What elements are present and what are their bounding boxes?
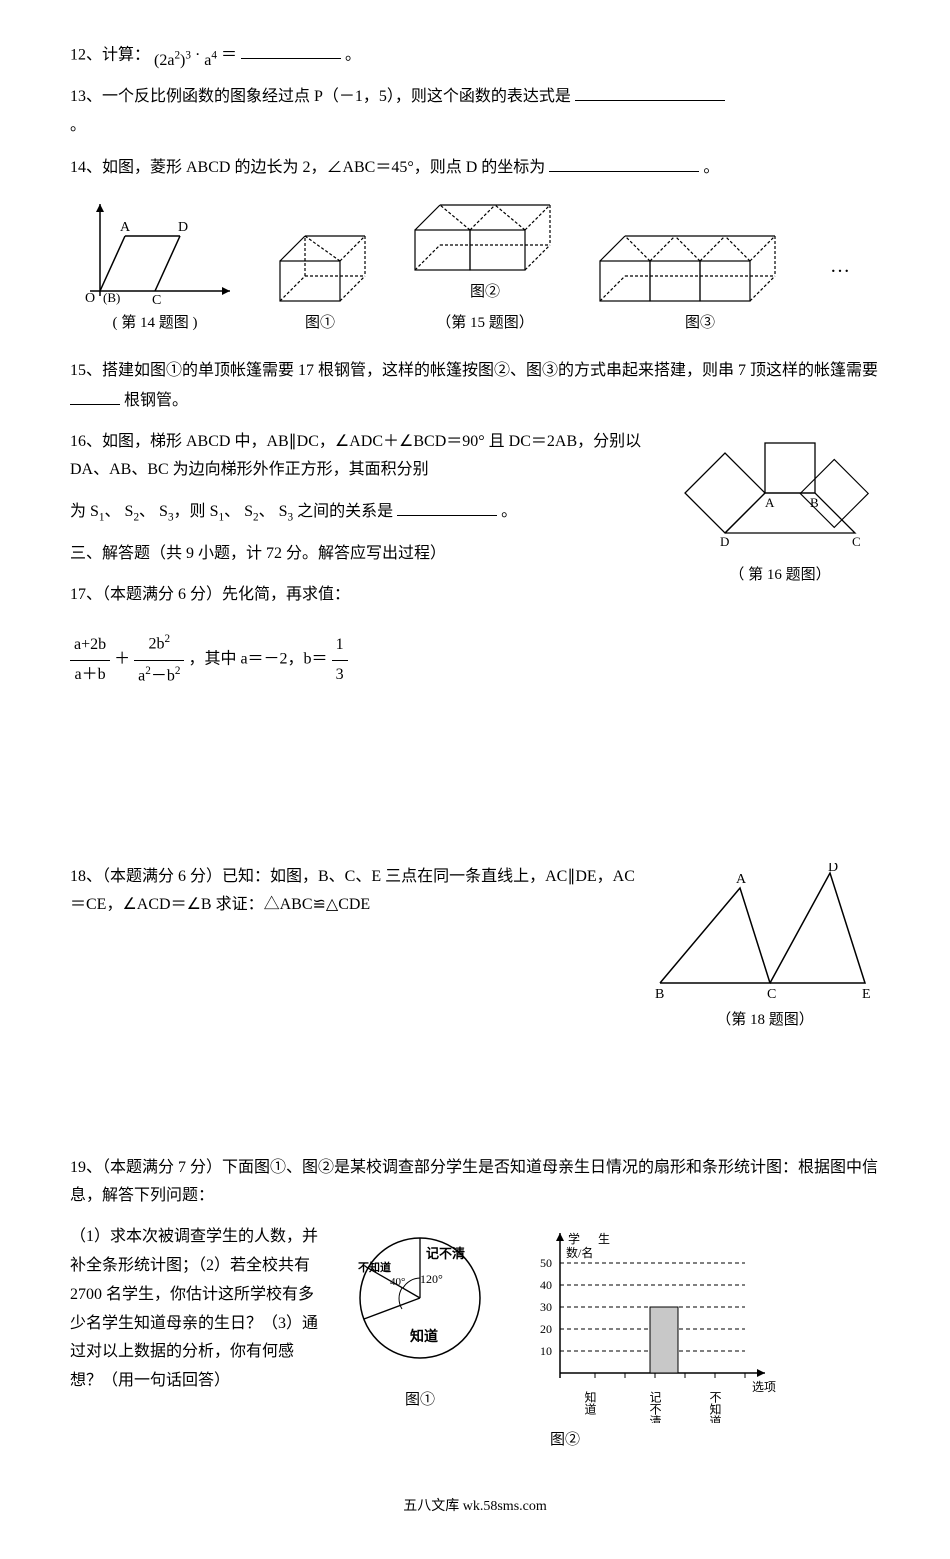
figure-16-caption: （ 第 16 题图） xyxy=(680,562,880,589)
figure-15-tent1: 图① xyxy=(260,226,380,337)
svg-text:不知道: 不知道 xyxy=(708,1391,722,1423)
svg-text:C: C xyxy=(152,293,161,306)
blank-13 xyxy=(575,82,725,101)
svg-text:A: A xyxy=(736,872,747,887)
svg-text:40°: 40° xyxy=(390,1276,405,1288)
svg-text:O: O xyxy=(85,291,95,306)
figures-row-14-15: A D O (B) C ( 第 14 题图 ) 图① xyxy=(70,195,880,337)
blank-14 xyxy=(549,153,699,172)
svg-text:知道: 知道 xyxy=(583,1391,597,1415)
svg-text:生: 生 xyxy=(598,1232,610,1246)
figure-14: A D O (B) C ( 第 14 题图 ) xyxy=(70,196,240,337)
svg-text:知道: 知道 xyxy=(410,1328,438,1345)
svg-text:B: B xyxy=(655,987,664,1002)
problem-15: 15、搭建如图①的单顶帐篷需要 17 根钢管，这样的帐篷按图②、图③的方式串起来… xyxy=(70,357,880,416)
svg-text:20: 20 xyxy=(540,1322,552,1336)
problem-13: 13、一个反比例函数的图象经过点 P（－1，5），则这个函数的表达式是 。 xyxy=(70,82,880,141)
svg-text:C: C xyxy=(852,534,861,549)
svg-text:学: 学 xyxy=(568,1231,580,1246)
figure-19-pie: 记不清 不知道 知道 40° 120° 图① xyxy=(330,1223,510,1414)
problem-16-row: 16、如图，梯形 ABCD 中，AB∥DC，∠ADC＋∠BCD＝90° 且 DC… xyxy=(70,428,880,622)
svg-text:A: A xyxy=(120,220,131,235)
problem-19-body: （1）求本次被调查学生的人数，并补全条形统计图；（2）若全校共有 2700 名学… xyxy=(70,1223,320,1396)
q17-expression: a+2ba＋b ＋ 2b2 a2－b2 ，其中 a＝－2，b＝ 13 xyxy=(70,629,880,690)
svg-text:40: 40 xyxy=(540,1278,552,1292)
problem-12: 12、计算： (2a2)3 · a4 ＝ 。 xyxy=(70,40,880,70)
svg-text:B: B xyxy=(810,495,819,510)
figure-18: A D B C E （第 18 题图） xyxy=(650,863,880,1034)
problem-17: 17、（本题满分 6 分）先化简，再求值： xyxy=(70,581,670,610)
problem-18-row: 18、（本题满分 6 分）已知：如图，B、C、E 三点在同一条直线上，AC∥DE… xyxy=(70,863,880,1034)
figure-14-caption: ( 第 14 题图 ) xyxy=(70,310,240,337)
svg-text:记不清: 记不清 xyxy=(648,1391,662,1423)
page-footer: 五八文库 wk.58sms.com xyxy=(70,1494,880,1519)
svg-text:E: E xyxy=(862,987,871,1002)
figure-15-tent3: 图③ xyxy=(590,226,810,337)
problem-16: 16、如图，梯形 ABCD 中，AB∥DC，∠ADC＋∠BCD＝90° 且 DC… xyxy=(70,428,670,486)
svg-text:数/名: 数/名 xyxy=(566,1245,593,1260)
svg-text:C: C xyxy=(767,987,776,1002)
problem-19-row: （1）求本次被调查学生的人数，并补全条形统计图；（2）若全校共有 2700 名学… xyxy=(70,1223,880,1454)
blank-12 xyxy=(241,40,341,59)
svg-text:D: D xyxy=(178,220,188,235)
svg-text:120°: 120° xyxy=(420,1272,443,1286)
svg-text:D: D xyxy=(720,534,729,549)
blank-15 xyxy=(70,386,120,405)
blank-16 xyxy=(397,497,497,516)
figure-19-bar: 10 20 30 40 50 学 生 数/名 知道 记不清 不知道 选项 图② xyxy=(520,1223,780,1454)
svg-text:A: A xyxy=(765,495,775,510)
q12-label: 12、计算： xyxy=(70,46,150,63)
figure-18-caption: （第 18 题图） xyxy=(650,1007,880,1034)
problem-18: 18、（本题满分 6 分）已知：如图，B、C、E 三点在同一条直线上，AC∥DE… xyxy=(70,863,640,921)
svg-text:不知道: 不知道 xyxy=(358,1260,391,1274)
section-3-header: 三、解答题（共 9 小题，计 72 分。解答应写出过程） xyxy=(70,540,670,569)
svg-text:10: 10 xyxy=(540,1344,552,1358)
svg-text:D: D xyxy=(828,863,838,875)
svg-text:50: 50 xyxy=(540,1256,552,1270)
figure-15-tent2: 图② （第 15 题图） xyxy=(400,195,570,337)
problem-19-intro: 19、（本题满分 7 分）下面图①、图②是某校调查部分学生是否知道母亲生日情况的… xyxy=(70,1154,880,1212)
svg-text:选项: 选项 xyxy=(752,1380,776,1394)
svg-text:(B): (B) xyxy=(103,290,120,305)
svg-text:记不清: 记不清 xyxy=(426,1246,465,1261)
svg-text:30: 30 xyxy=(540,1300,552,1314)
figure-16: A B C D （ 第 16 题图） xyxy=(680,428,880,589)
problem-14: 14、如图，菱形 ABCD 的边长为 2，∠ABC＝45°，则点 D 的坐标为 … xyxy=(70,153,880,183)
